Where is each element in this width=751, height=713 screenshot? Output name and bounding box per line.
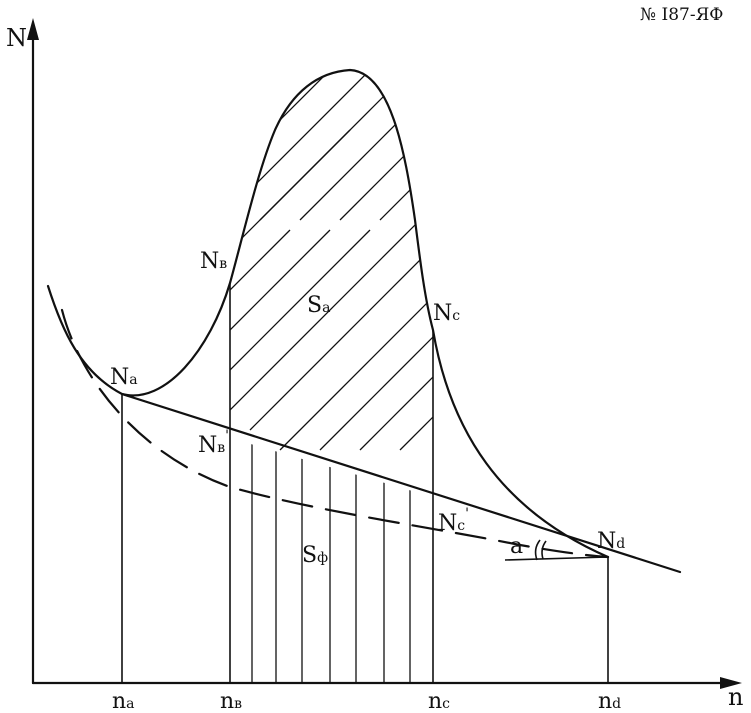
y-axis-arrow <box>27 18 39 40</box>
tick-na: na <box>112 689 135 713</box>
tick-nb: nв <box>220 689 242 713</box>
area-sf-hatching <box>251 438 411 683</box>
label-nb-prime: Nв' <box>198 428 229 458</box>
label-nc-prime: Nc' <box>438 506 469 536</box>
document-number: № I87-ЯФ <box>640 5 723 25</box>
area-sa-hatching <box>230 70 433 451</box>
label-nc: Nc <box>433 301 460 326</box>
label-sa: Sa <box>307 293 330 318</box>
angle-arc-inner <box>541 540 547 560</box>
label-sf: Sф <box>302 543 328 568</box>
x-axis-label: n <box>728 683 743 711</box>
label-nb: Nв <box>200 249 227 274</box>
label-na: Na <box>110 365 138 390</box>
tick-nd: nd <box>598 689 621 713</box>
angle-arc-outer <box>534 539 541 561</box>
background-line <box>120 392 682 574</box>
y-axis-label: N <box>6 24 27 52</box>
label-angle: a <box>510 534 523 559</box>
spectrum-curve <box>46 68 610 559</box>
label-nd: Nd <box>597 529 625 554</box>
dashed-background-curve <box>60 308 610 559</box>
tick-nc: nc <box>428 689 450 713</box>
angle-base-line <box>504 556 609 561</box>
x-axis-arrow <box>720 677 742 689</box>
